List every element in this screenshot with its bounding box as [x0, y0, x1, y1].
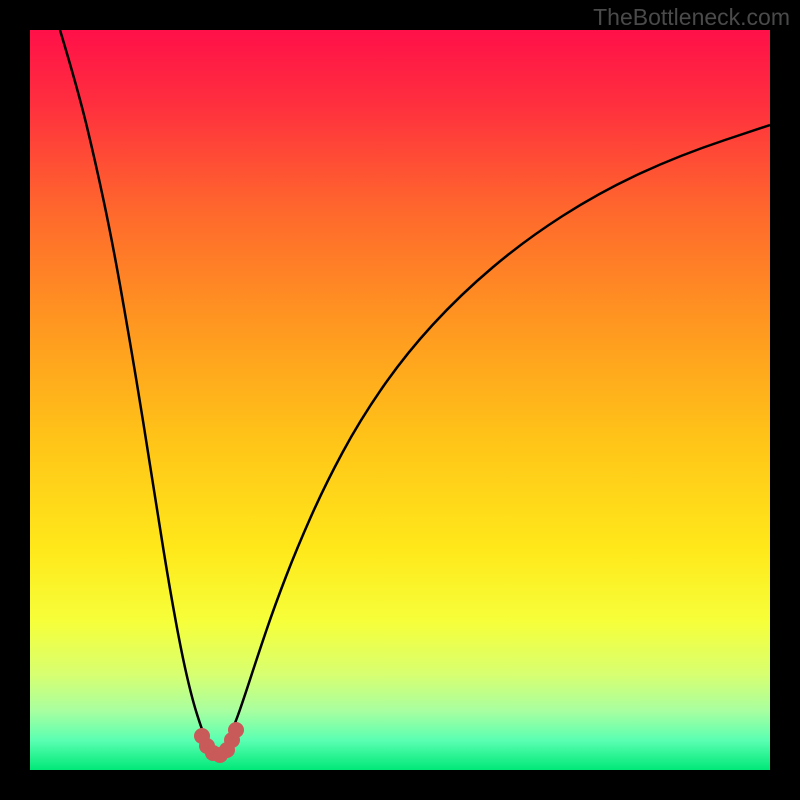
curve-left-branch	[60, 30, 206, 740]
plot-area	[30, 30, 770, 770]
watermark-text: TheBottleneck.com	[593, 4, 790, 31]
curve-right-branch	[228, 125, 770, 740]
valley-marker-dots	[194, 722, 244, 763]
valley-dot	[228, 722, 244, 738]
bottleneck-curve	[30, 30, 770, 770]
